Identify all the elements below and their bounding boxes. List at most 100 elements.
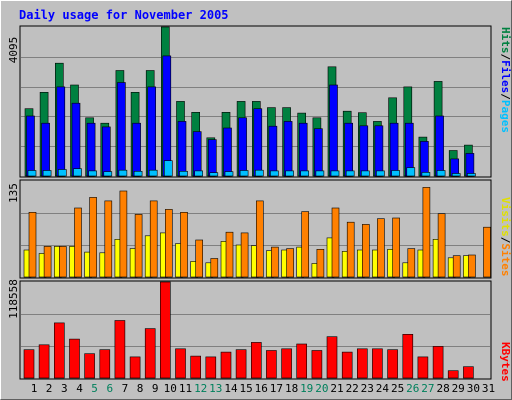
sites-bar <box>286 248 294 278</box>
pages-bar <box>376 170 385 177</box>
x-tick-label: 18 <box>285 382 298 395</box>
kbytes-bar <box>38 344 50 379</box>
sites-bar <box>361 224 370 278</box>
pages-bar <box>391 170 400 177</box>
sites-bar <box>28 212 37 278</box>
sites-bar <box>407 248 416 278</box>
pages-bar <box>360 170 370 177</box>
files-bar <box>329 84 338 177</box>
x-axis-day-labels: 1 2 3 4 5 6 7 8 9 10 11 12 13 14 15 16 17 18 19 20 21 22 23 24 2… <box>31 382 495 395</box>
x-tick-label: 8 <box>137 382 144 395</box>
kbytes-bar <box>190 355 201 379</box>
kbytes-bar <box>372 348 383 379</box>
legend-sites: Sites <box>499 243 512 276</box>
x-tick-label: 31 <box>482 382 495 395</box>
kbytes-bar <box>311 350 323 379</box>
sites-bar <box>468 254 476 278</box>
sites-bar <box>452 255 461 278</box>
x-tick-label: 15 <box>239 382 252 395</box>
legend-hits: Hits <box>499 27 512 54</box>
pages-bar <box>270 170 279 177</box>
kbytes-bar <box>144 328 156 379</box>
x-tick-label: 26 <box>406 382 419 395</box>
files-bar <box>56 86 66 177</box>
kbytes-bar <box>99 349 111 379</box>
files-bar <box>465 153 475 177</box>
x-tick-label: 5 <box>91 382 98 395</box>
files-bar <box>314 128 323 177</box>
sites-bar <box>43 246 52 278</box>
kbytes-bar <box>129 356 141 379</box>
files-bar <box>147 86 156 177</box>
legend-sep-1: / <box>499 54 512 61</box>
files-bar <box>223 127 232 177</box>
kbytes-bar <box>235 349 247 379</box>
sites-bar <box>346 221 355 278</box>
sites-bar <box>89 197 97 278</box>
files-bar <box>359 125 369 177</box>
x-tick-label: 13 <box>209 382 222 395</box>
kbytes-bar <box>356 348 368 379</box>
legend-files: Files <box>499 60 512 93</box>
x-tick-label: 4 <box>76 382 83 395</box>
pages-bar <box>57 169 67 177</box>
pages-bar <box>148 169 158 177</box>
x-tick-label: 9 <box>152 382 159 395</box>
pages-bar <box>164 160 173 177</box>
files-bar <box>389 122 399 177</box>
x-tick-label: 20 <box>315 382 328 395</box>
kbytes-bar <box>266 350 277 379</box>
sites-bar <box>225 231 234 278</box>
kbytes-bar <box>84 353 95 379</box>
pages-bar <box>224 171 234 177</box>
chart-marks <box>21 26 491 379</box>
kbytes-bar <box>281 348 292 379</box>
files-bar <box>283 121 293 177</box>
x-tick-label: 24 <box>376 382 390 395</box>
pages-bar <box>179 171 188 177</box>
kbytes-bar <box>447 370 459 379</box>
legend-pages: Pages <box>499 100 512 133</box>
sites-bar <box>58 246 67 278</box>
kbytes-bar <box>326 336 338 379</box>
pages-bar <box>436 170 446 177</box>
x-tick-label: 22 <box>346 382 359 395</box>
pages-bar <box>345 170 355 177</box>
kbytes-ymax-label: 118558 <box>7 279 20 319</box>
pages-bar <box>285 170 294 177</box>
panel-visits-frame <box>19 179 492 279</box>
kbytes-bar <box>402 333 414 379</box>
x-tick-label: 7 <box>122 382 129 395</box>
x-tick-label: 29 <box>452 382 465 395</box>
pages-bar <box>315 170 325 177</box>
pages-bar <box>73 168 82 177</box>
x-tick-label: 10 <box>164 382 177 395</box>
files-bar <box>102 126 111 177</box>
kbytes-bar <box>296 343 308 379</box>
x-tick-label: 16 <box>255 382 268 395</box>
files-bar <box>420 141 429 177</box>
sites-bar <box>240 232 249 278</box>
sites-bar <box>483 226 491 278</box>
kbytes-bar <box>69 338 80 379</box>
legend-sep-2: / <box>499 93 512 100</box>
pages-bar <box>27 170 37 177</box>
files-bar <box>298 122 308 177</box>
files-bar <box>238 117 247 177</box>
legend-visits: Visits <box>499 197 512 237</box>
sites-bar <box>180 212 188 278</box>
kbytes-bar <box>205 356 217 379</box>
kbytes-bar <box>463 366 474 379</box>
sites-bar <box>195 239 203 278</box>
pages-bar <box>467 173 476 177</box>
pages-bar <box>133 171 143 177</box>
x-tick-label: 21 <box>330 382 343 395</box>
x-tick-label: 17 <box>270 382 283 395</box>
sites-bar <box>149 200 158 278</box>
x-tick-label: 28 <box>436 382 449 395</box>
x-tick-label: 1 <box>31 382 38 395</box>
sites-bar <box>74 207 82 278</box>
pages-bar <box>239 170 249 177</box>
kbytes-bar <box>387 349 398 379</box>
